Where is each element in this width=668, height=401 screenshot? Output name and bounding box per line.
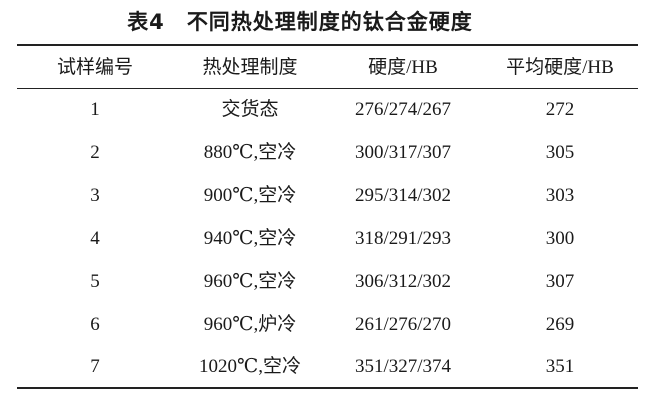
table-cell: 351/327/374 [354, 356, 452, 377]
table-cell: 305 [545, 142, 575, 163]
table-caption: 表4 不同热处理制度的钛合金硬度 [0, 6, 600, 36]
table-cell: 4 [90, 228, 100, 249]
table-number: 表4 [127, 10, 165, 34]
table-cell: 6 [90, 314, 100, 335]
table-cell: 306/312/302 [354, 271, 452, 292]
table-cell: 1020℃,空冷 [198, 356, 301, 377]
table-cell: 960℃,空冷 [203, 271, 297, 292]
column-header: 试样编号 [56, 57, 133, 78]
table-cell: 2 [90, 142, 100, 163]
column-header: 热处理制度 [202, 57, 298, 78]
table-cell: 351 [545, 356, 575, 377]
header-rule [17, 88, 638, 89]
table-cell: 300/317/307 [354, 142, 452, 163]
table-cell: 5 [90, 271, 100, 292]
table-cell: 318/291/293 [354, 228, 452, 249]
table-title: 不同热处理制度的钛合金硬度 [186, 10, 473, 34]
table-cell: 269 [545, 314, 575, 335]
table-cell: 276/274/267 [354, 99, 452, 120]
table-cell: 880℃,空冷 [203, 142, 297, 163]
table-cell: 900℃,空冷 [203, 185, 297, 206]
table-cell: 300 [545, 228, 575, 249]
table-cell: 303 [545, 185, 575, 206]
table-cell: 261/276/270 [354, 314, 452, 335]
column-header: 平均硬度/HB [506, 57, 614, 78]
table-cell: 960℃,炉冷 [203, 314, 297, 335]
table-cell: 307 [545, 271, 575, 292]
table-cell: 3 [90, 185, 100, 206]
table-cell: 272 [545, 99, 575, 120]
column-header: 硬度/HB [368, 57, 438, 78]
table-cell: 1 [90, 99, 100, 120]
table-cell: 交货态 [221, 99, 279, 120]
top-rule [17, 44, 638, 46]
table-cell: 940℃,空冷 [203, 228, 297, 249]
table-cell: 7 [90, 356, 100, 377]
bottom-rule [17, 387, 638, 389]
table-cell: 295/314/302 [354, 185, 452, 206]
